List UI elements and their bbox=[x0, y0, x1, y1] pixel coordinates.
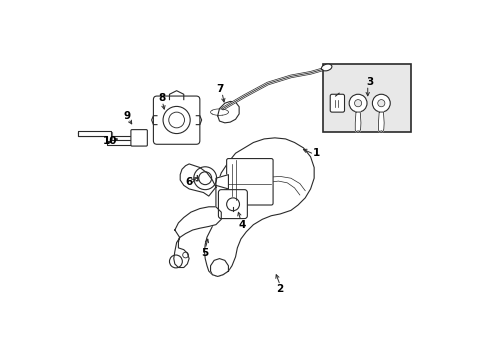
Circle shape bbox=[372, 94, 389, 112]
FancyBboxPatch shape bbox=[226, 158, 272, 205]
FancyBboxPatch shape bbox=[323, 64, 410, 132]
Text: 1: 1 bbox=[312, 148, 319, 158]
Text: 10: 10 bbox=[103, 136, 118, 146]
Text: 3: 3 bbox=[366, 77, 373, 87]
Polygon shape bbox=[180, 164, 216, 196]
FancyBboxPatch shape bbox=[153, 96, 200, 144]
FancyBboxPatch shape bbox=[131, 130, 147, 146]
Polygon shape bbox=[107, 131, 110, 142]
Polygon shape bbox=[173, 207, 221, 267]
Polygon shape bbox=[210, 258, 228, 276]
Polygon shape bbox=[107, 140, 142, 145]
Text: 7: 7 bbox=[216, 84, 224, 94]
Text: 6: 6 bbox=[185, 177, 192, 187]
Text: 9: 9 bbox=[123, 111, 130, 121]
Circle shape bbox=[354, 100, 361, 107]
Text: 8: 8 bbox=[158, 93, 165, 103]
Polygon shape bbox=[216, 175, 228, 189]
Text: 2: 2 bbox=[276, 284, 283, 294]
Text: 5: 5 bbox=[201, 248, 208, 258]
Polygon shape bbox=[78, 131, 110, 142]
Polygon shape bbox=[204, 138, 313, 276]
Polygon shape bbox=[217, 102, 239, 123]
Ellipse shape bbox=[321, 64, 331, 71]
FancyBboxPatch shape bbox=[329, 94, 344, 112]
Circle shape bbox=[377, 100, 384, 107]
Circle shape bbox=[348, 94, 366, 112]
Text: 4: 4 bbox=[238, 220, 245, 230]
Polygon shape bbox=[378, 112, 384, 132]
Polygon shape bbox=[354, 112, 360, 132]
FancyBboxPatch shape bbox=[218, 190, 247, 219]
